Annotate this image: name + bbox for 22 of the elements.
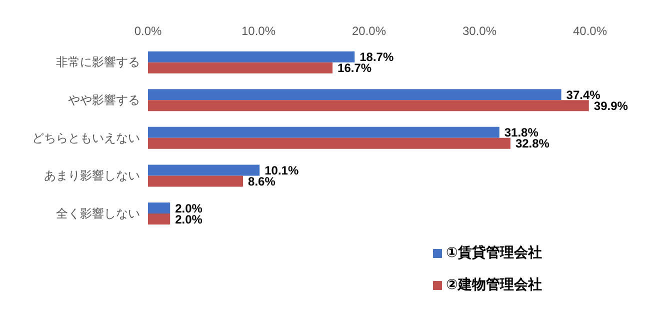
legend-label: ①賃貸管理会社: [446, 244, 542, 260]
x-tick-label: 0.0%: [134, 24, 162, 38]
bar: [148, 89, 562, 100]
bar: [148, 202, 170, 214]
legend-label: ②建物管理会社: [446, 276, 542, 292]
x-tick-label: 10.0%: [241, 24, 276, 38]
bar: [148, 62, 333, 74]
y-tick-label: 非常に影響する: [56, 55, 140, 70]
y-tick-label: どちらともいえない: [32, 130, 140, 145]
bar: [148, 126, 500, 138]
bar: [148, 214, 170, 225]
x-tick-label: 30.0%: [462, 24, 497, 38]
bar: [148, 100, 589, 112]
x-tick-label: 20.0%: [352, 24, 386, 38]
y-tick-label: やや影響する: [68, 92, 140, 107]
y-tick-label: あまり影響しない: [44, 168, 140, 183]
bar: [148, 138, 510, 149]
bar: [148, 176, 244, 187]
x-tick-label: 40.0%: [572, 24, 608, 38]
y-tick-label: 全く影響しない: [56, 206, 140, 220]
bar: [148, 51, 355, 62]
bar: [148, 164, 260, 176]
